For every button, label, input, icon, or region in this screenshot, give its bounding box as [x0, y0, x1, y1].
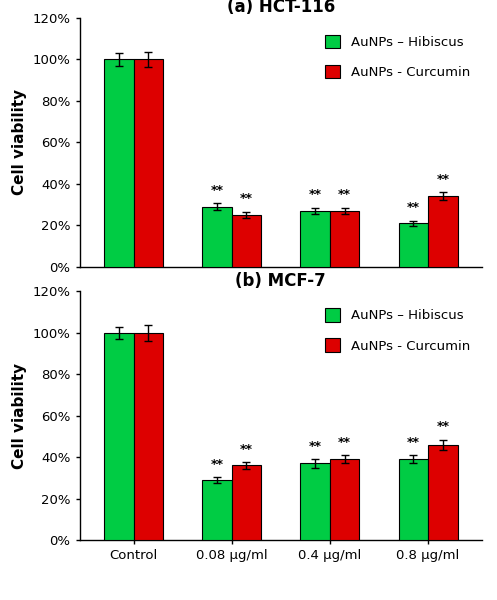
Bar	[301, 211, 330, 266]
Text: **: **	[211, 184, 224, 197]
Text: **: **	[407, 436, 420, 449]
Y-axis label: Cell viability: Cell viability	[12, 89, 27, 196]
Bar	[428, 196, 458, 266]
Text: **: **	[309, 440, 322, 453]
Bar	[104, 333, 134, 540]
Title: (a) HCT-116: (a) HCT-116	[227, 0, 335, 16]
Text: **: **	[436, 173, 449, 186]
Text: **: **	[338, 188, 351, 202]
Y-axis label: Cell viability: Cell viability	[12, 362, 27, 469]
Text: **: **	[240, 443, 253, 456]
Bar	[330, 211, 359, 266]
Text: **: **	[309, 188, 322, 202]
Text: **: **	[240, 193, 253, 205]
Bar	[134, 333, 163, 540]
Bar	[399, 459, 428, 540]
Text: **: **	[211, 458, 224, 470]
Bar	[104, 59, 134, 266]
Text: **: **	[338, 436, 351, 449]
Bar	[232, 466, 261, 540]
Legend: AuNPs – Hibiscus, AuNPs - Curcumin: AuNPs – Hibiscus, AuNPs - Curcumin	[319, 29, 476, 85]
Legend: AuNPs – Hibiscus, AuNPs - Curcumin: AuNPs – Hibiscus, AuNPs - Curcumin	[319, 303, 476, 358]
Bar	[134, 59, 163, 266]
Bar	[202, 206, 232, 266]
Text: **: **	[436, 421, 449, 433]
Bar	[428, 445, 458, 540]
Bar	[399, 223, 428, 266]
Bar	[330, 459, 359, 540]
Title: (b) MCF-7: (b) MCF-7	[236, 272, 326, 290]
Bar	[301, 463, 330, 540]
Bar	[232, 215, 261, 266]
Text: **: **	[407, 202, 420, 214]
Bar	[202, 480, 232, 540]
